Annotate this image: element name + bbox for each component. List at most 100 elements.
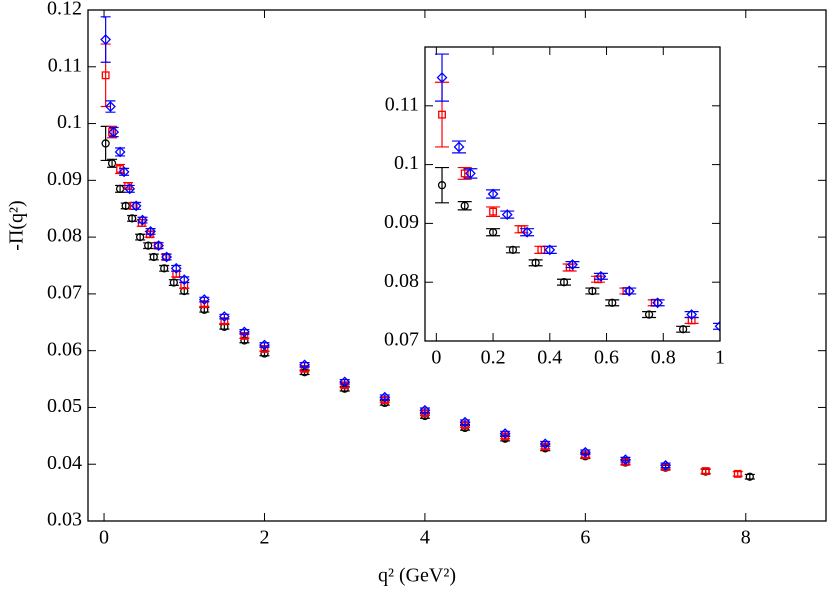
- point: [608, 298, 617, 307]
- point: [101, 71, 110, 80]
- point: [145, 226, 156, 237]
- point: [733, 469, 742, 478]
- point: [489, 207, 498, 216]
- y-tick-label: 0.07: [384, 329, 419, 351]
- y-tick-label: 0.04: [47, 452, 82, 474]
- point: [521, 226, 533, 238]
- point: [487, 188, 499, 200]
- x-tick-label: 6: [580, 527, 590, 549]
- point: [144, 241, 153, 250]
- error-bar: [145, 227, 156, 235]
- error-bar: [339, 379, 350, 385]
- point: [239, 326, 250, 338]
- point: [169, 278, 178, 287]
- point: [620, 454, 631, 466]
- y-tick-label: 0.06: [47, 338, 82, 360]
- y-tick-label: 0.11: [48, 54, 82, 76]
- x-axis-title: q² (GeV²): [378, 565, 456, 587]
- plot: 0 0.2 0.4 0.6 0.8 1 0.07 0.08 0.09 0.1 0.11: [384, 46, 725, 369]
- y-tick-label: 0.11: [385, 93, 419, 115]
- plot: 0 2 4 6 80.030.040.050.060.070.080.090.10.11…: [6, 0, 827, 587]
- point: [130, 200, 142, 212]
- error-bar: [179, 276, 190, 284]
- point: [161, 251, 173, 263]
- points: [435, 53, 720, 334]
- error-bar: [135, 233, 146, 241]
- frame: [87, 9, 827, 522]
- error-bar: [540, 440, 551, 447]
- y-tick-label: 0.05: [47, 395, 82, 417]
- x-tick-label: 1: [715, 347, 725, 369]
- point: [678, 325, 688, 334]
- error-bar: [460, 419, 471, 426]
- point: [436, 72, 448, 83]
- point: [488, 228, 498, 237]
- point: [379, 391, 391, 403]
- error-bar: [542, 245, 557, 254]
- error-bar: [168, 279, 179, 286]
- point: [198, 294, 210, 305]
- error-bar: [520, 228, 535, 237]
- error-bar: [137, 216, 148, 224]
- point: [453, 141, 465, 153]
- x-tick-label: 0: [431, 347, 441, 369]
- point: [531, 258, 540, 267]
- error-bar: [379, 394, 390, 401]
- y-tick-label: 0.1: [394, 152, 419, 174]
- point: [501, 209, 513, 220]
- y-tick-label: 0.03: [47, 509, 82, 531]
- x-tick-label: 0.6: [594, 347, 619, 369]
- point: [623, 285, 635, 297]
- error-bar: [650, 299, 665, 307]
- point: [114, 146, 126, 158]
- point: [459, 416, 471, 428]
- error-bar: [124, 184, 135, 193]
- point: [121, 201, 130, 211]
- point: [127, 214, 137, 223]
- point: [160, 264, 169, 273]
- y-tick-label: 0.07: [47, 281, 82, 303]
- point: [218, 311, 230, 323]
- error-bar: [100, 16, 111, 63]
- points: [100, 16, 755, 481]
- point: [438, 110, 446, 119]
- point: [579, 446, 591, 458]
- error-bar: [419, 407, 430, 414]
- error-bar: [684, 311, 699, 319]
- y-tick-label: 0.09: [384, 211, 419, 233]
- point: [499, 428, 511, 439]
- error-bar: [580, 449, 591, 456]
- point: [508, 245, 518, 255]
- point: [107, 159, 117, 168]
- error-bar: [660, 462, 671, 469]
- point: [105, 101, 116, 112]
- error-bar: [171, 264, 182, 272]
- point: [644, 310, 654, 319]
- point: [686, 309, 698, 320]
- point: [339, 376, 351, 388]
- point: [178, 274, 190, 286]
- point: [652, 297, 664, 309]
- error-bar: [148, 253, 159, 261]
- point: [567, 259, 578, 270]
- x-tick-label: 0.8: [651, 347, 676, 369]
- x-tick-label: 2: [259, 527, 269, 549]
- x-tick-label: 4: [420, 527, 430, 549]
- point: [460, 169, 469, 178]
- point: [108, 126, 120, 138]
- y-tick-label: 0.09: [47, 168, 82, 190]
- error-bar: [161, 253, 172, 261]
- point: [101, 139, 110, 148]
- point: [539, 438, 551, 450]
- point: [660, 459, 671, 471]
- error-bar: [239, 329, 250, 335]
- error-bar: [131, 201, 142, 210]
- y-tick-label: 0.12: [47, 0, 82, 20]
- error-bar: [119, 167, 130, 176]
- point: [153, 240, 165, 252]
- y-axis-title: -Π(q²): [6, 200, 28, 250]
- point: [464, 168, 476, 179]
- frame: [424, 46, 721, 342]
